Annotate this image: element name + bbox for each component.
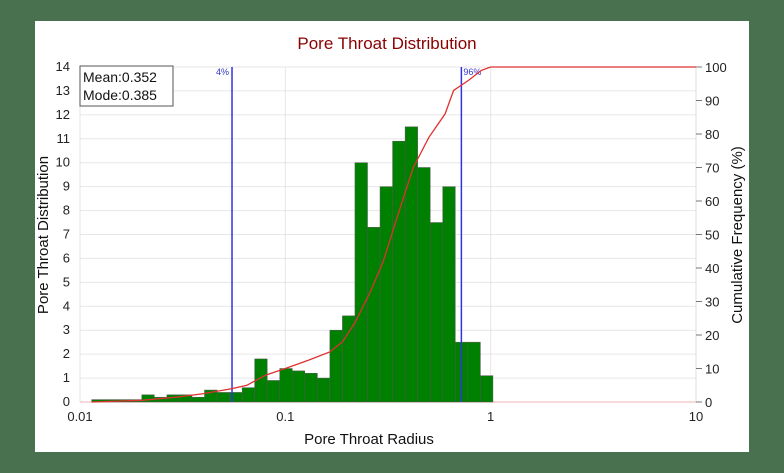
svg-text:100: 100 xyxy=(705,60,727,75)
svg-text:11: 11 xyxy=(57,131,71,146)
svg-text:70: 70 xyxy=(705,161,719,176)
histogram-bar xyxy=(480,375,494,403)
histogram-bar xyxy=(467,341,481,403)
histogram-bar xyxy=(354,162,368,403)
svg-text:30: 30 xyxy=(705,295,719,310)
svg-text:7: 7 xyxy=(63,227,70,242)
svg-text:1: 1 xyxy=(63,370,70,385)
svg-text:5: 5 xyxy=(63,274,70,289)
cumulative-curve xyxy=(91,66,696,403)
histogram-bar xyxy=(404,126,418,403)
svg-text:80: 80 xyxy=(705,127,719,142)
svg-text:10: 10 xyxy=(56,155,70,170)
histogram-bars xyxy=(91,126,494,403)
histogram-bar xyxy=(191,396,205,403)
y2-axis-ticks: 0 10 20 30 40 50 60 70 80 90 100 xyxy=(696,60,727,410)
svg-text:2: 2 xyxy=(63,346,70,361)
svg-text:4: 4 xyxy=(63,298,70,313)
histogram-bar xyxy=(292,370,306,403)
histogram-bar xyxy=(417,167,431,403)
histogram-bar xyxy=(429,222,443,403)
y2-axis-label: Cumulative Frequency (%) xyxy=(729,146,746,324)
histogram-bar xyxy=(367,227,381,403)
y-axis-label: Pore Throat Distribution xyxy=(35,156,52,314)
histogram-bar xyxy=(392,140,406,403)
svg-text:0: 0 xyxy=(63,394,70,409)
svg-text:0.01: 0.01 xyxy=(67,409,92,424)
svg-text:9: 9 xyxy=(63,179,70,194)
svg-text:14: 14 xyxy=(56,59,70,74)
svg-text:10: 10 xyxy=(705,362,719,377)
histogram-bar xyxy=(442,186,456,403)
chart-title: Pore Throat Distribution xyxy=(297,34,476,53)
mode-label: Mode:0.385 xyxy=(83,87,157,103)
histogram-bar xyxy=(241,387,255,403)
chart-panel: 4% 96% 0 1 2 3 4 5 6 7 8 9 10 11 12 13 14 0 10 20 30 40 50 60… xyxy=(35,21,749,452)
svg-text:6: 6 xyxy=(63,250,70,265)
svg-text:0: 0 xyxy=(705,395,712,410)
svg-text:40: 40 xyxy=(705,261,719,276)
x-axis-ticks: 0.01 0.1 1 10 xyxy=(67,409,703,424)
mean-label: Mean:0.352 xyxy=(83,69,157,85)
histogram-bar xyxy=(304,373,318,403)
histogram-bar xyxy=(342,315,356,403)
svg-text:8: 8 xyxy=(63,203,70,218)
svg-text:0.1: 0.1 xyxy=(276,409,294,424)
percentile-markers: 4% 96% xyxy=(216,67,481,402)
svg-text:12: 12 xyxy=(56,107,70,122)
svg-text:3: 3 xyxy=(63,322,70,337)
histogram-bar xyxy=(379,186,393,403)
histogram-bar xyxy=(141,394,155,403)
x-axis-label: Pore Throat Radius xyxy=(304,431,434,448)
histogram-bar xyxy=(317,377,331,403)
svg-text:60: 60 xyxy=(705,194,719,209)
percentile-marker-label: 96% xyxy=(463,67,481,77)
histogram-bar xyxy=(279,368,293,403)
histogram-bar xyxy=(329,329,343,403)
svg-text:50: 50 xyxy=(705,228,719,243)
histogram-bar xyxy=(216,392,230,403)
stats-box: Mean:0.352 Mode:0.385 xyxy=(79,65,174,107)
percentile-marker-label: 4% xyxy=(216,67,229,77)
svg-text:20: 20 xyxy=(705,328,719,343)
svg-text:10: 10 xyxy=(689,409,703,424)
svg-text:1: 1 xyxy=(487,409,494,424)
svg-text:90: 90 xyxy=(705,94,719,109)
svg-text:13: 13 xyxy=(56,83,70,98)
histogram-bar xyxy=(266,380,280,403)
